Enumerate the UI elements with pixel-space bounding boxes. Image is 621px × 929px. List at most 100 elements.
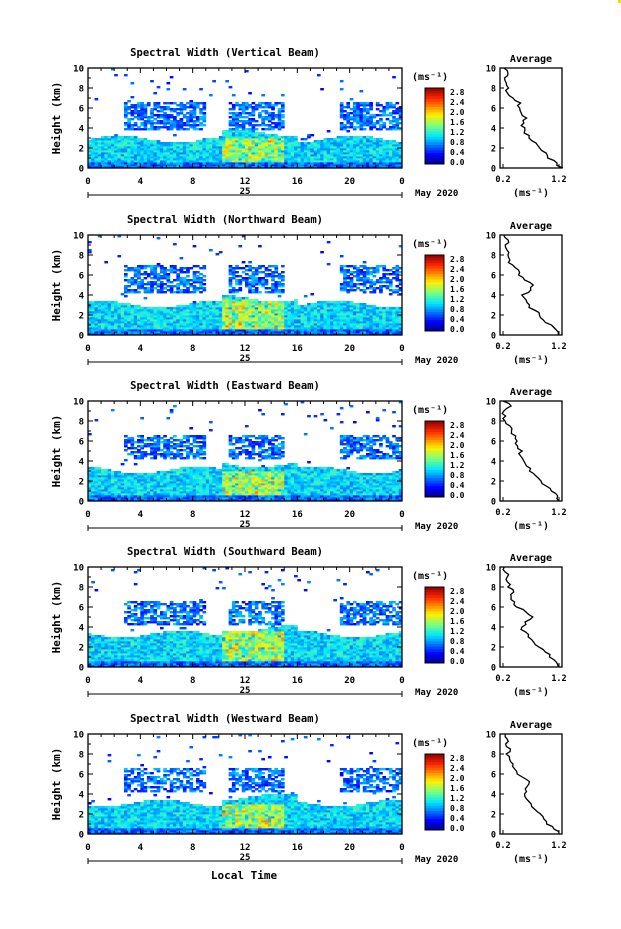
- heatmap-cell: [88, 146, 92, 149]
- heatmap-cell: [307, 323, 311, 326]
- heatmap-cell: [228, 128, 233, 131]
- heatmap-cell: [159, 108, 164, 111]
- heatmap-cell: [150, 158, 154, 161]
- heatmap-cell: [388, 128, 393, 131]
- heatmap-cell: [274, 327, 279, 330]
- heatmap-cell: [320, 333, 324, 336]
- heatmap-cell: [215, 313, 220, 316]
- heatmap-cell: [225, 315, 230, 318]
- heatmap-cell: [150, 473, 154, 476]
- heatmap-cell: [150, 309, 154, 312]
- profile-x-tick-label: 0.2: [495, 175, 510, 185]
- heatmap-cell: [228, 303, 233, 306]
- heatmap-cell: [238, 333, 243, 336]
- heatmap-cell: [222, 309, 226, 312]
- heatmap-cell: [280, 285, 285, 288]
- heatmap-cell: [179, 277, 184, 280]
- heatmap-cell: [156, 333, 161, 336]
- colorbar-segment: [425, 158, 444, 162]
- heatmap-cell: [297, 319, 301, 322]
- profile-y-tick-label: 6: [491, 105, 496, 115]
- heatmap-cell: [231, 162, 236, 165]
- heatmap-cell: [153, 166, 158, 169]
- heatmap-cell: [225, 319, 230, 322]
- heatmap-cell: [336, 162, 341, 165]
- heatmap-cell: [130, 148, 135, 151]
- heatmap-cell: [261, 118, 266, 121]
- heatmap-cell: [251, 156, 256, 159]
- heatmap-cell: [303, 162, 308, 165]
- heatmap-cell: [352, 313, 357, 316]
- heatmap-cell: [267, 307, 272, 310]
- heatmap-cell: [182, 279, 187, 282]
- heatmap-cell: [202, 275, 207, 278]
- heatmap-cell: [385, 277, 390, 280]
- heatmap-cell: [199, 309, 203, 312]
- heatmap-cell: [251, 307, 256, 310]
- heatmap-cell: [163, 114, 167, 117]
- heatmap-cell: [333, 311, 337, 314]
- heatmap-cell: [202, 321, 207, 324]
- heatmap-cell: [238, 106, 243, 109]
- heatmap-cell: [284, 313, 288, 316]
- heatmap-cell: [248, 289, 252, 292]
- heatmap-cell: [127, 447, 131, 450]
- heatmap-cell: [97, 313, 102, 316]
- heatmap-cell: [140, 154, 144, 157]
- heatmap-cell: [366, 136, 370, 139]
- heatmap-cell: [258, 281, 262, 284]
- heatmap-cell: [258, 311, 262, 314]
- heatmap-cell: [225, 313, 230, 316]
- heatmap-cell: [310, 152, 315, 155]
- heatmap-cell: [173, 152, 177, 155]
- heatmap-cell: [398, 154, 403, 157]
- heatmap-cell: [310, 333, 315, 336]
- heatmap-cell: [375, 148, 380, 151]
- heatmap-cell: [133, 122, 138, 125]
- heatmap-cell: [218, 251, 223, 254]
- heatmap-cell: [248, 114, 252, 117]
- heatmap-cell: [297, 315, 301, 318]
- heatmap-cell: [159, 122, 164, 125]
- heatmap-cell: [382, 144, 387, 147]
- heatmap-cell: [307, 166, 311, 169]
- heatmap-cell: [356, 116, 360, 119]
- heatmap-cell: [94, 138, 99, 141]
- heatmap-cell: [186, 142, 190, 145]
- heatmap-cell: [192, 116, 197, 119]
- heatmap-cell: [313, 309, 318, 312]
- heatmap-cell: [173, 325, 177, 328]
- heatmap-cell: [388, 122, 393, 125]
- heatmap-cell: [153, 277, 158, 280]
- heatmap-cell: [280, 148, 285, 151]
- heatmap-cell: [284, 160, 288, 163]
- heatmap-cell: [280, 313, 285, 316]
- heatmap-cell: [186, 269, 190, 272]
- heatmap-cell: [195, 166, 200, 169]
- heatmap-cell: [120, 311, 125, 314]
- y-tick-label: 4: [79, 292, 85, 302]
- heatmap-cell: [366, 150, 370, 153]
- heatmap-cell: [169, 327, 174, 330]
- heatmap-cell: [346, 154, 351, 157]
- heatmap-cell: [382, 142, 387, 145]
- heatmap-cell: [159, 271, 164, 274]
- heatmap-cell: [241, 104, 246, 107]
- heatmap-cell: [333, 166, 337, 169]
- heatmap-cell: [251, 299, 256, 302]
- heatmap-cell: [333, 329, 337, 332]
- heatmap-cell: [280, 307, 285, 310]
- heatmap-cell: [117, 325, 122, 328]
- heatmap-cell: [346, 102, 351, 105]
- heatmap-cell: [140, 140, 144, 143]
- heatmap-cell: [248, 265, 252, 268]
- heatmap-cell: [241, 321, 246, 324]
- heatmap-cell: [110, 154, 115, 157]
- heatmap-cell: [385, 269, 390, 272]
- heatmap-cell: [114, 140, 118, 143]
- heatmap-cell: [110, 317, 115, 320]
- heatmap-cell: [248, 150, 252, 153]
- heatmap-cell: [241, 305, 246, 308]
- heatmap-cell: [392, 76, 396, 79]
- heatmap-cell: [140, 321, 144, 324]
